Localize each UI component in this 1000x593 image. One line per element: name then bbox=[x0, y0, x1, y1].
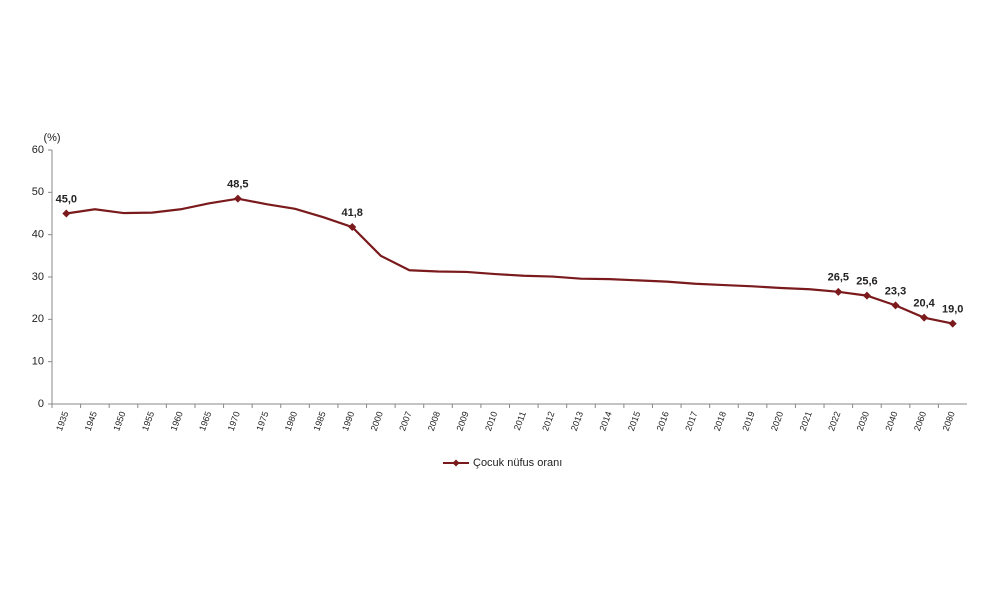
data-label: 26,5 bbox=[828, 272, 849, 284]
x-tick-label: 2020 bbox=[769, 410, 785, 432]
x-tick-label: 2021 bbox=[798, 410, 814, 432]
x-tick-label: 2014 bbox=[597, 410, 613, 432]
x-tick-label: 1985 bbox=[312, 410, 328, 432]
x-tick-label: 1945 bbox=[83, 410, 99, 432]
data-label: 23,3 bbox=[885, 285, 906, 297]
y-tick-label: 60 bbox=[32, 144, 44, 156]
y-tick-label: 0 bbox=[38, 398, 44, 410]
x-tick-label: 2007 bbox=[397, 410, 413, 432]
x-tick-label: 2017 bbox=[683, 410, 699, 432]
y-tick-label: 50 bbox=[32, 186, 44, 198]
x-tick-label: 2019 bbox=[740, 410, 756, 432]
point-marker bbox=[62, 209, 71, 218]
data-label: 41,8 bbox=[342, 207, 363, 219]
x-tick-label: 2009 bbox=[454, 410, 470, 432]
x-tick-label: 1955 bbox=[140, 410, 156, 432]
x-tick-label: 2000 bbox=[369, 410, 385, 432]
x-tick-label: 2013 bbox=[569, 410, 585, 432]
x-tick-label: 1960 bbox=[169, 410, 185, 432]
point-marker bbox=[891, 301, 900, 310]
data-label: 45,0 bbox=[56, 193, 77, 205]
x-tick-label: 2018 bbox=[712, 410, 728, 432]
x-tick-label: 2060 bbox=[912, 410, 928, 432]
y-axis-label: (%) bbox=[43, 132, 60, 144]
point-marker bbox=[348, 223, 357, 232]
data-label: 25,6 bbox=[856, 276, 877, 288]
x-tick-label: 1990 bbox=[340, 410, 356, 432]
point-marker bbox=[233, 194, 242, 203]
legend-marker bbox=[452, 459, 460, 467]
x-tick-label: 2008 bbox=[426, 410, 442, 432]
y-tick-label: 10 bbox=[32, 356, 44, 368]
x-tick-label: 2011 bbox=[512, 410, 528, 432]
series-line bbox=[66, 197, 953, 325]
x-tick-label: 2080 bbox=[941, 410, 957, 432]
data-label: 19,0 bbox=[942, 303, 963, 315]
point-marker bbox=[862, 291, 871, 300]
x-tick-label: 2022 bbox=[826, 410, 842, 432]
x-tick-label: 2010 bbox=[483, 410, 499, 432]
data-label: 48,5 bbox=[227, 179, 248, 191]
y-tick-label: 40 bbox=[32, 229, 44, 241]
point-marker bbox=[920, 313, 929, 322]
x-tick-label: 1975 bbox=[254, 410, 270, 432]
x-tick-label: 1980 bbox=[283, 410, 299, 432]
y-tick-label: 20 bbox=[32, 313, 44, 325]
x-tick-label: 1970 bbox=[226, 410, 242, 432]
x-tick-label: 2016 bbox=[655, 410, 671, 432]
x-tick-label: 1935 bbox=[54, 410, 70, 432]
data-label: 20,4 bbox=[913, 298, 935, 310]
y-tick-label: 30 bbox=[32, 271, 44, 283]
x-tick-label: 1950 bbox=[111, 410, 127, 432]
point-marker bbox=[948, 319, 957, 328]
point-marker bbox=[834, 287, 843, 296]
x-tick-label: 2040 bbox=[883, 410, 899, 432]
x-tick-label: 2030 bbox=[855, 410, 871, 432]
x-tick-label: 1965 bbox=[197, 410, 213, 432]
legend-label: Çocuk nüfus oranı bbox=[473, 457, 562, 469]
x-tick-label: 2012 bbox=[540, 410, 556, 432]
x-tick-label: 2015 bbox=[626, 410, 642, 432]
